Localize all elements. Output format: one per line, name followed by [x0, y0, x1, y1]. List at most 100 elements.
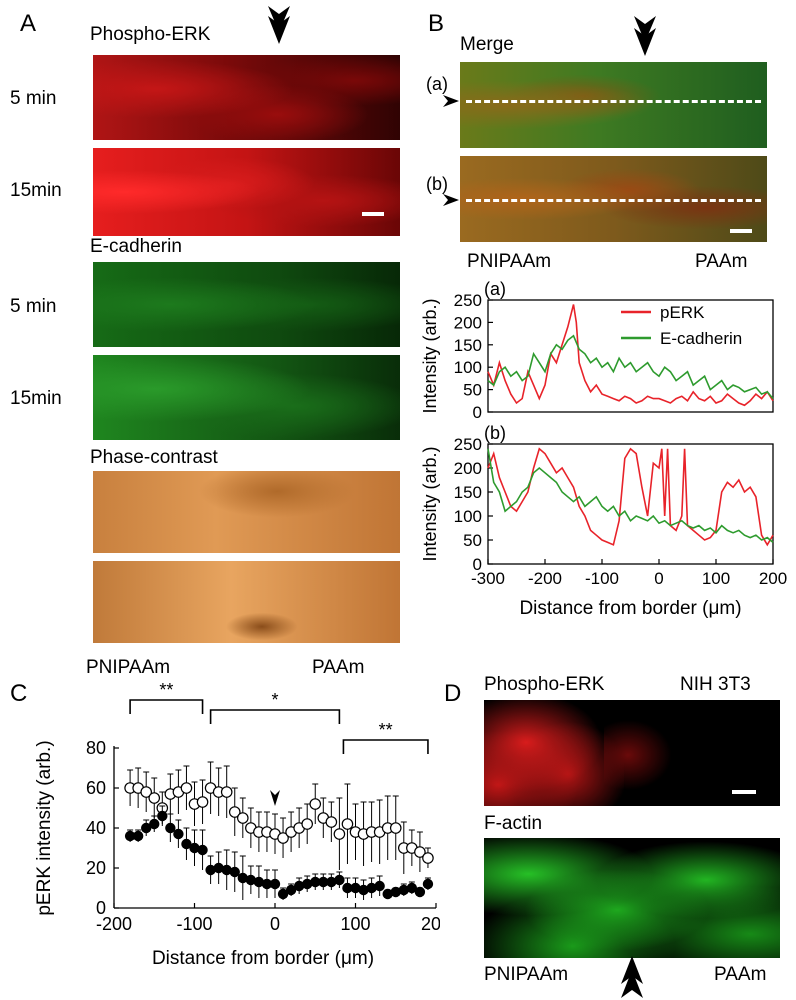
filled-circle-point-5	[165, 822, 176, 834]
line-b-arrow	[443, 194, 459, 206]
border-arrow-bottom-d	[621, 956, 643, 998]
c-x-tick-label-4: 200	[421, 914, 440, 934]
open-circle-point-23	[309, 798, 322, 810]
x-tick-label-1-1: -200	[528, 569, 562, 588]
filled-circle-point-37	[422, 878, 434, 890]
panel-label-d: D	[444, 680, 462, 707]
x-tick-label-1-4: 100	[702, 569, 730, 588]
phase-image-2	[93, 561, 400, 643]
e-cadherin-title: E-cadherin	[90, 236, 182, 257]
filled-circle-point-31	[374, 880, 385, 892]
y-tick-label-0-0: 0	[473, 403, 482, 422]
phase-contrast-title: Phase-contrast	[90, 447, 218, 468]
open-circle-point-7	[180, 782, 193, 794]
filled-circle-point-30	[366, 882, 377, 894]
open-circle-point-33	[389, 822, 402, 834]
open-circle-point-3	[148, 792, 161, 804]
filled-circle-point-35	[406, 882, 418, 894]
x-axis-title-1: Distance from border (μm)	[519, 598, 741, 619]
filled-circle-point-0	[124, 830, 136, 842]
y-tick-label-0-3: 150	[454, 336, 482, 355]
legend-label-1: E-cadherin	[660, 329, 742, 348]
line-a-arrow	[443, 95, 459, 107]
merge-image-b	[460, 156, 767, 242]
filled-circle-point-13	[229, 866, 240, 878]
open-circle-point-22	[301, 818, 313, 830]
c-y-tick-label-0: 0	[96, 898, 106, 918]
series-line-1-0	[487, 447, 774, 547]
filled-circle-point-25	[326, 876, 337, 888]
filled-circle-point-6	[173, 828, 184, 840]
perk-15min-image	[93, 148, 400, 236]
filled-circle-point-24	[318, 876, 329, 888]
y-axis-title-1: Intensity (arb.)	[420, 446, 440, 561]
open-circle-point-14	[237, 812, 249, 824]
plot-frame-0	[487, 299, 774, 413]
y-tick-label-0-2: 100	[454, 358, 482, 377]
filled-circle-point-33	[390, 886, 401, 898]
filled-circle-point-2	[141, 822, 152, 834]
filled-circle-point-11	[213, 862, 224, 874]
significance-bracket-2	[342, 739, 429, 754]
time-label-5min-ecad: 5 min	[10, 296, 57, 317]
c-y-axis-title: pERK intensity (arb.)	[34, 740, 55, 915]
d-bottom-right-label: PAAm	[714, 964, 767, 985]
merge-title: Merge	[460, 34, 514, 55]
scale-bar-a	[362, 212, 384, 216]
subplot-label-0: (a)	[484, 279, 506, 299]
y-axis-title-0: Intensity (arb.)	[420, 298, 440, 413]
time-label-15min-ecad: 15min	[10, 388, 62, 409]
open-circle-point-27	[341, 818, 354, 830]
b-bottom-left-label: PNIPAAm	[467, 251, 552, 272]
line-label-b: (b)	[426, 174, 448, 194]
scale-bar-d	[732, 790, 756, 794]
filled-circle-point-20	[285, 884, 297, 896]
c-border-arrow-icon	[270, 790, 280, 806]
c-x-tick-label-0: -200	[96, 914, 132, 934]
border-arrow-top-a	[268, 6, 290, 44]
panel-label-c: C	[10, 680, 28, 707]
line-label-a: (a)	[426, 74, 448, 94]
filled-circle-point-12	[221, 864, 232, 876]
open-circle-point-25	[325, 816, 338, 828]
d-phospho-erk-title: Phospho-ERK	[484, 674, 605, 695]
f-actin-title: F-actin	[484, 813, 543, 834]
significance-bracket-0	[129, 699, 204, 714]
open-circle-point-9	[196, 796, 209, 808]
open-circle-point-37	[422, 852, 434, 864]
d-bottom-left-label: PNIPAAm	[484, 964, 569, 985]
filled-circle-point-32	[382, 888, 393, 900]
ecad-5min-image	[93, 262, 400, 347]
y-tick-label-1-1: 50	[463, 531, 482, 550]
x-tick-label-1-3: 0	[654, 569, 663, 588]
d-cell-line-title: NIH 3T3	[680, 674, 751, 695]
y-tick-label-1-4: 200	[454, 459, 482, 478]
y-tick-label-0-5: 250	[454, 291, 482, 310]
phospho-erk-title: Phospho-ERK	[90, 24, 211, 45]
y-tick-label-0-1: 50	[463, 381, 482, 400]
ecad-15min-image	[93, 355, 400, 440]
filled-circle-point-23	[310, 876, 321, 888]
x-tick-label-1-5: 200	[759, 569, 787, 588]
c-y-tick-label-1: 20	[86, 858, 106, 878]
significance-bracket-1	[209, 709, 341, 724]
filled-circle-point-7	[181, 838, 192, 850]
y-tick-label-1-5: 250	[454, 435, 482, 454]
perk-5min-image	[93, 55, 400, 140]
filled-circle-point-15	[245, 874, 257, 886]
plot-frame-1	[487, 443, 774, 565]
filled-circle-point-27	[342, 882, 353, 894]
c-y-tick-label-2: 40	[86, 818, 106, 838]
scale-bar-b	[730, 229, 752, 233]
filled-circle-point-29	[358, 884, 369, 896]
a-bottom-right-label: PAAm	[312, 657, 365, 678]
filled-circle-point-17	[261, 878, 273, 890]
x-tick-label-1-2: -100	[585, 569, 619, 588]
significance-label-1: *	[271, 690, 278, 710]
filled-circle-point-10	[205, 864, 216, 876]
series-line-0-1	[487, 334, 774, 400]
filled-circle-point-36	[414, 886, 426, 898]
open-circle-point-26	[333, 828, 346, 840]
x-tick-label-1-0: -300	[471, 569, 505, 588]
significance-label-0: **	[159, 680, 173, 700]
